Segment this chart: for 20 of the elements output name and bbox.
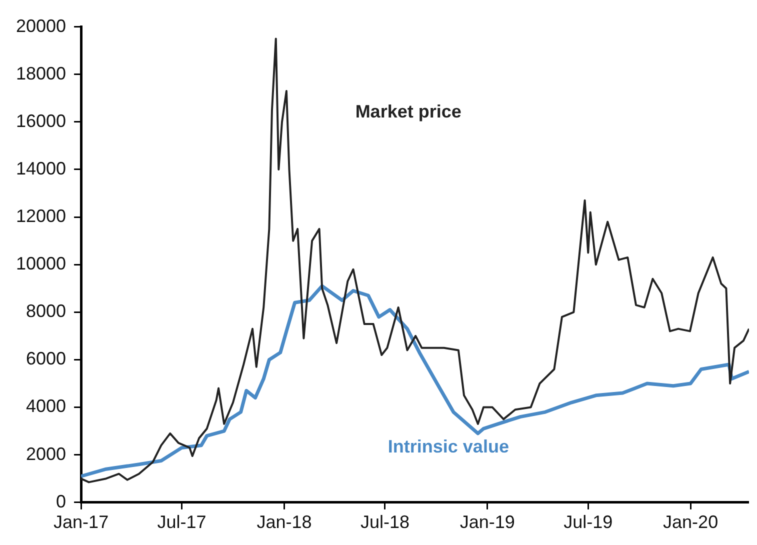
y-tick-label: 4000 <box>26 396 66 416</box>
x-tick-label: Jul-18 <box>360 512 410 532</box>
y-tick-label: 8000 <box>26 301 66 322</box>
y-tick-label: 0 <box>56 491 66 512</box>
series-label: Intrinsic value <box>388 436 509 457</box>
y-tick-label: 18000 <box>16 63 66 84</box>
x-tick-label: Jan-20 <box>663 512 718 532</box>
x-tick-label: Jan-18 <box>256 512 312 532</box>
y-tick-label: 16000 <box>16 110 66 131</box>
x-tick-label: Jan-19 <box>460 512 515 532</box>
y-tick-label: 20000 <box>16 16 66 36</box>
x-tick-label: Jan-17 <box>54 512 109 532</box>
x-tick-label: Jul-19 <box>564 512 613 532</box>
text: Market price <box>355 101 462 122</box>
y-tick-label: 10000 <box>16 254 66 274</box>
y-tick-label: 12000 <box>16 206 66 226</box>
y-tick-label: 6000 <box>26 348 66 369</box>
x-tick-label: Jul-17 <box>157 512 206 532</box>
y-tick-label: 2000 <box>26 444 66 464</box>
y-tick-label: 14000 <box>16 158 66 178</box>
